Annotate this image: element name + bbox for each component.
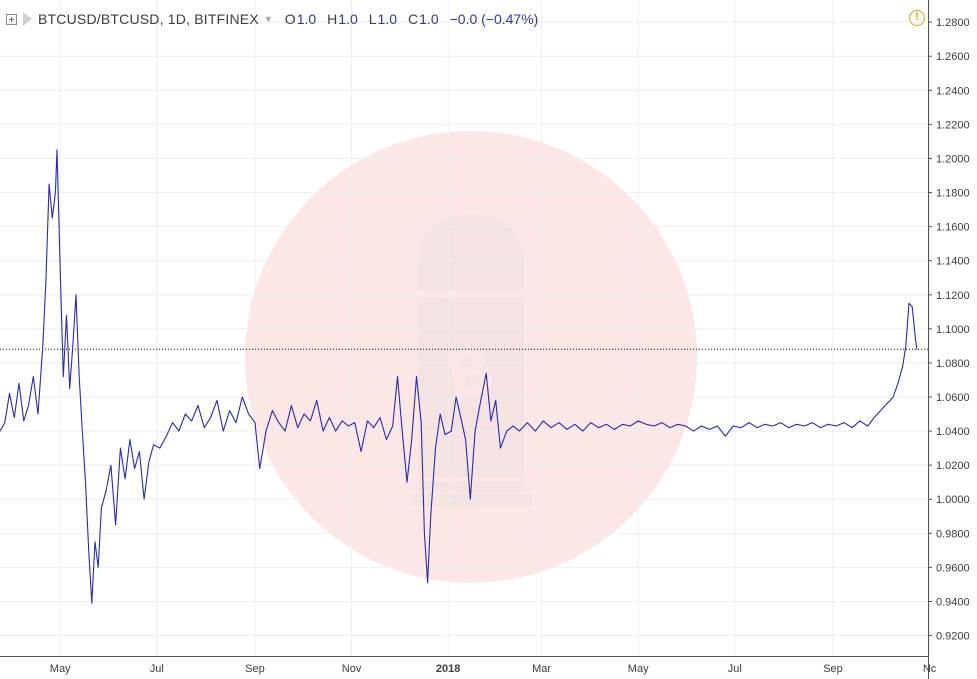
x-tick-label: Sep [823, 663, 843, 675]
y-tick-label: 1.2000 [936, 153, 970, 165]
low-label: L [368, 11, 377, 27]
symbol-title[interactable]: BTCUSD/BTCUSD, 1D, BITFINEX [38, 11, 259, 27]
dropdown-caret-icon[interactable]: ▼ [263, 14, 273, 24]
y-tick-label: 1.0600 [936, 392, 970, 404]
chart-grid [0, 0, 931, 656]
y-tick-label: 1.1800 [936, 188, 970, 200]
y-tick-label: 0.9600 [936, 562, 970, 574]
x-tick-label: Sep [245, 663, 265, 675]
y-tick-label: 1.0200 [936, 460, 970, 472]
low-value: 1.0 [377, 11, 398, 27]
high-value: 1.0 [338, 11, 358, 27]
close-value: 1.0 [419, 11, 439, 27]
x-tick-label: Jul [728, 663, 742, 675]
alert-icon[interactable]: ! [909, 10, 925, 26]
series-group [0, 149, 918, 604]
x-tick-label: Mar [532, 663, 551, 675]
change-value: −0.0 (−0.47%) [449, 11, 539, 27]
open-value: 1.0 [296, 11, 317, 27]
symbol-flag-icon [23, 12, 32, 26]
bitcoin-watermark-icon: B [245, 131, 697, 583]
y-tick-label: 1.0800 [936, 358, 970, 370]
x-tick-label: 2018 [436, 663, 460, 675]
x-tick-label: Jul [150, 663, 164, 675]
y-tick-label: 1.2200 [936, 119, 970, 131]
x-tick-label: Nc [923, 663, 937, 675]
y-tick-label: 1.2800 [936, 17, 970, 29]
x-tick-label: May [50, 663, 71, 675]
y-tick-label: 1.2400 [936, 85, 970, 97]
series-line [0, 149, 918, 604]
y-tick-label: 1.2600 [936, 51, 970, 63]
y-tick-label: 0.9200 [936, 631, 970, 643]
y-tick-label: 0.9800 [936, 528, 970, 540]
open-label: O [284, 11, 296, 27]
y-tick-label: 1.1600 [936, 222, 970, 234]
close-label: C [408, 11, 419, 27]
x-tick-label: Nov [342, 663, 362, 675]
y-tick-label: 1.0400 [936, 426, 970, 438]
chart-legend: BTCUSD/BTCUSD, 1D, BITFINEX ▼ O 1.0 H 1.… [6, 9, 538, 29]
y-tick-label: 0.9400 [936, 596, 970, 608]
y-tick-label: 1.1200 [936, 290, 970, 302]
y-tick-label: 1.1000 [936, 324, 970, 336]
chart-toggle-icon[interactable] [6, 13, 17, 25]
high-label: H [327, 11, 338, 27]
x-tick-label: May [628, 663, 649, 675]
y-tick-label: 1.0000 [936, 494, 970, 506]
y-tick-label: 1.1400 [936, 256, 970, 268]
